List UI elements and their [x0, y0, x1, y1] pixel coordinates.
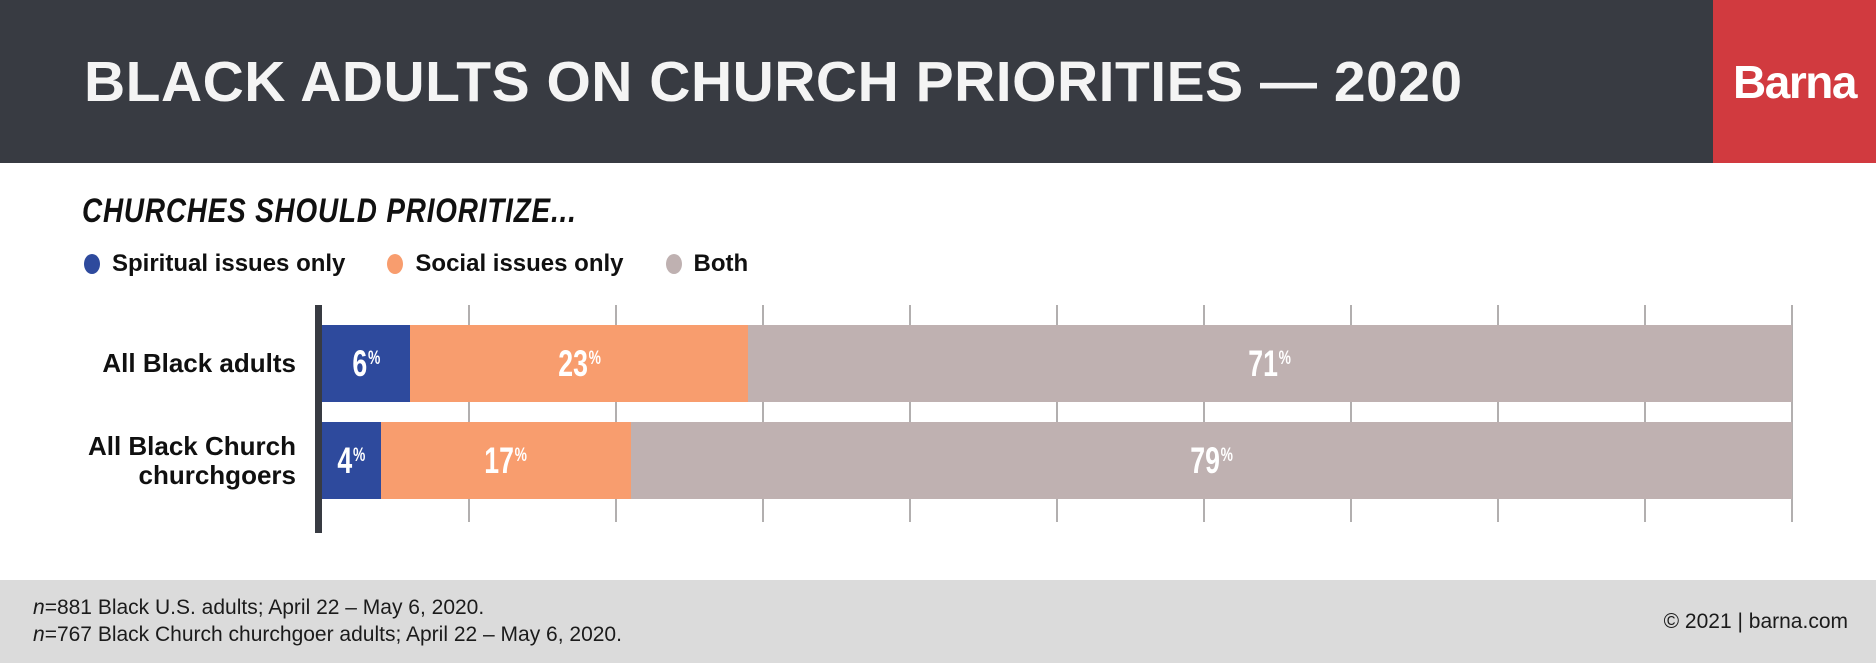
legend-label: Social issues only — [415, 250, 624, 277]
legend-dot-icon — [84, 254, 100, 274]
bar-segment-social-issues-only: 23% — [410, 325, 749, 402]
bar-segment-both: 71% — [748, 325, 1792, 402]
gridline-80 — [1497, 305, 1499, 522]
bar-value-label: 6% — [352, 342, 381, 384]
bar-value-label: 79% — [1190, 439, 1233, 481]
bar-value-label: 23% — [557, 342, 601, 384]
row-label-all-black-adults: All Black adults — [102, 348, 296, 379]
legend: Spiritual issues only Social issues only B… — [84, 250, 748, 278]
chart-subtitle: CHURCHES SHOULD PRIORITIZE... — [82, 192, 577, 230]
page-title: BLACK ADULTS ON CHURCH PRIORITIES — 2020 — [84, 49, 1463, 114]
legend-item-spiritual-issues-only: Spiritual issues only — [84, 250, 345, 278]
bar-row-all-black-church-churchgoers: 4% 17% 79% — [322, 422, 1792, 499]
gridline-90 — [1644, 305, 1646, 522]
gridline-20 — [615, 305, 617, 522]
footnote: n=767 Black Church churchgoer adults; Ap… — [33, 622, 622, 646]
bar-segment-both: 79% — [630, 422, 1792, 499]
gridlines — [322, 305, 1793, 522]
bar-value-label: 71% — [1248, 342, 1292, 384]
barna-logo: Barna — [1713, 0, 1876, 163]
legend-item-both: Both — [665, 250, 749, 278]
bar-segment-spiritual-issues-only: 6% — [322, 325, 411, 402]
legend-label: Both — [693, 250, 749, 277]
gridline-100 — [1791, 305, 1793, 522]
gridline-70 — [1350, 305, 1352, 522]
gridline-30 — [762, 305, 764, 522]
gridline-10 — [468, 305, 470, 522]
footnote: n=881 Black U.S. adults; April 22 – May … — [33, 596, 485, 620]
y-axis-line — [315, 305, 322, 533]
legend-dot-icon — [665, 254, 682, 274]
bar-value-label: 4% — [337, 439, 366, 481]
legend-label: Spiritual issues only — [112, 250, 346, 277]
bar-segment-social-issues-only: 17% — [380, 422, 631, 499]
footnotes: n=881 Black U.S. adults; April 22 – May … — [0, 595, 622, 648]
legend-item-social-issues-only: Social issues only — [387, 250, 624, 278]
bar-value-label: 17% — [484, 439, 528, 481]
row-label-all-black-church-churchgoers: All Black Church churchgoers — [87, 430, 296, 490]
legend-dot-icon — [387, 254, 404, 274]
gridline-50 — [1056, 305, 1058, 522]
stacked-bar-chart: All Black adults 6% 23% 71% All Black Church… — [0, 303, 1876, 538]
gridline-60 — [1203, 305, 1205, 522]
copyright: © 2021 | barna.com — [1663, 609, 1848, 633]
header: BLACK ADULTS ON CHURCH PRIORITIES — 2020… — [0, 0, 1876, 163]
footer: n=881 Black U.S. adults; April 22 – May … — [0, 580, 1876, 663]
gridline-40 — [909, 305, 911, 522]
bar-row-all-black-adults: 6% 23% 71% — [322, 325, 1792, 402]
barna-logo-text: Barna — [1733, 55, 1857, 108]
bar-segment-spiritual-issues-only: 4% — [322, 422, 381, 499]
